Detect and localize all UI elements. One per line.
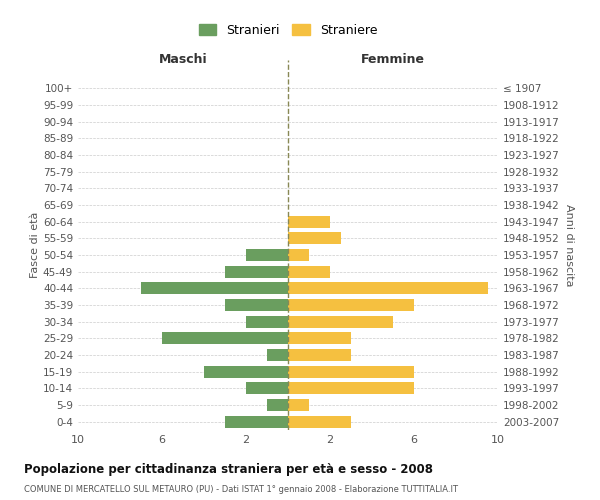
Bar bbox=[288, 232, 341, 244]
Bar bbox=[288, 216, 330, 228]
Bar bbox=[288, 316, 393, 328]
Text: Maschi: Maschi bbox=[158, 53, 208, 66]
Bar bbox=[225, 266, 288, 278]
Bar bbox=[288, 282, 487, 294]
Bar bbox=[246, 249, 288, 261]
Bar bbox=[288, 399, 309, 411]
Bar bbox=[246, 316, 288, 328]
Bar bbox=[225, 299, 288, 311]
Bar bbox=[288, 382, 414, 394]
Bar bbox=[288, 266, 330, 278]
Bar bbox=[267, 349, 288, 361]
Y-axis label: Anni di nascita: Anni di nascita bbox=[563, 204, 574, 286]
Bar bbox=[225, 416, 288, 428]
Text: Femmine: Femmine bbox=[361, 53, 425, 66]
Y-axis label: Fasce di età: Fasce di età bbox=[30, 212, 40, 278]
Bar bbox=[246, 382, 288, 394]
Bar bbox=[288, 366, 414, 378]
Bar bbox=[288, 249, 309, 261]
Bar bbox=[288, 299, 414, 311]
Bar bbox=[141, 282, 288, 294]
Bar bbox=[204, 366, 288, 378]
Legend: Stranieri, Straniere: Stranieri, Straniere bbox=[199, 24, 377, 36]
Bar bbox=[288, 349, 351, 361]
Bar bbox=[288, 332, 351, 344]
Bar bbox=[162, 332, 288, 344]
Bar bbox=[267, 399, 288, 411]
Text: Popolazione per cittadinanza straniera per età e sesso - 2008: Popolazione per cittadinanza straniera p… bbox=[24, 462, 433, 475]
Bar bbox=[288, 416, 351, 428]
Text: COMUNE DI MERCATELLO SUL METAURO (PU) - Dati ISTAT 1° gennaio 2008 - Elaborazion: COMUNE DI MERCATELLO SUL METAURO (PU) - … bbox=[24, 485, 458, 494]
